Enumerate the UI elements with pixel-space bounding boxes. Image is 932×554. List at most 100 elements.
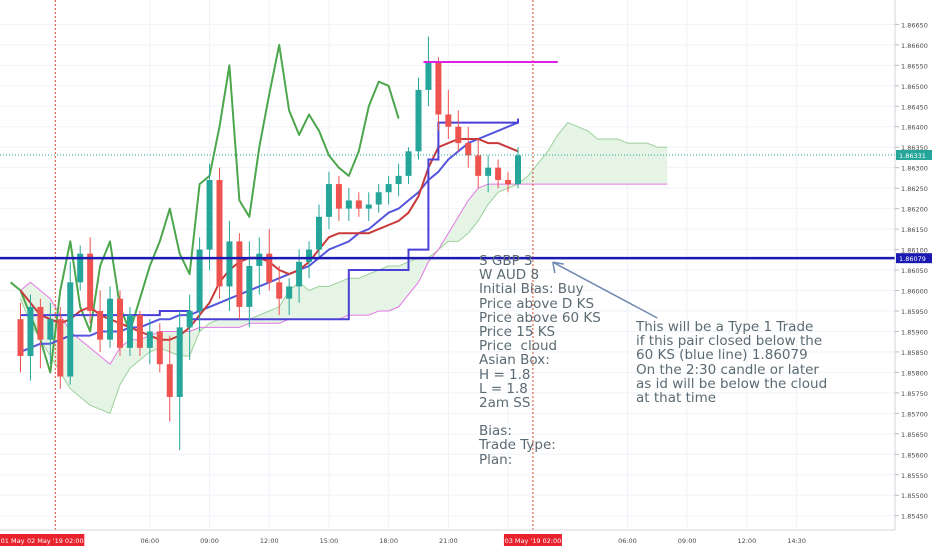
- level-price-label: 1.86079: [899, 255, 926, 263]
- candle-body: [345, 200, 352, 209]
- price-tick-label: 1.86450: [901, 103, 928, 111]
- candle-body: [136, 315, 143, 348]
- candle-body: [286, 286, 293, 299]
- candle-body: [107, 298, 114, 340]
- candle-body: [246, 265, 253, 307]
- candle-body: [216, 179, 223, 287]
- candle-body: [445, 114, 452, 127]
- candle-body: [67, 282, 74, 377]
- time-tick-label: 15:00: [320, 537, 339, 545]
- annotation-line: 60 KS (blue line) 1.86079: [636, 347, 808, 364]
- price-tick-label: 1.86400: [901, 124, 928, 132]
- checklist-line: H = 1.8: [479, 366, 531, 383]
- price-tick-label: 1.85650: [901, 431, 928, 439]
- candle-body: [206, 179, 213, 250]
- candle-body: [77, 253, 84, 283]
- candle-body: [355, 200, 362, 209]
- candle-body: [126, 315, 133, 348]
- price-tick-label: 1.85550: [901, 472, 928, 480]
- time-tick-label: 09:00: [678, 537, 697, 545]
- senkou-span-a-line: [20, 122, 668, 414]
- candle-body: [166, 364, 173, 397]
- time-tick-label: 21:00: [439, 537, 458, 545]
- price-tick-label: 1.85600: [901, 451, 928, 459]
- price-tick-label: 1.86350: [901, 144, 928, 152]
- price-tick-label: 1.85800: [901, 369, 928, 377]
- price-tick-label: 1.85950: [901, 308, 928, 316]
- candle-body: [27, 306, 34, 357]
- time-tick-label: 06:00: [140, 537, 159, 545]
- candle-body: [335, 184, 342, 209]
- price-tick-label: 1.85850: [901, 349, 928, 357]
- checklist-line: L = 1.8: [479, 380, 528, 397]
- checklist-line: Price above D KS: [479, 295, 595, 312]
- candle-body: [57, 319, 64, 377]
- candle-body: [276, 282, 283, 299]
- checklist-line: S GBP 3: [479, 253, 533, 269]
- checklist-line: Price 15 KS: [479, 323, 556, 340]
- trade-annotation: This will be a Type 1 Trade if this pair …: [636, 320, 827, 405]
- price-tick-label: 1.86550: [901, 62, 928, 70]
- kijun-sen-line: [20, 118, 519, 321]
- chikou-span-line: [9, 43, 400, 374]
- price-tick-label: 1.86050: [901, 267, 928, 275]
- candle-body: [415, 89, 422, 152]
- candle-body: [455, 126, 462, 144]
- price-tick-label: 1.86000: [901, 288, 928, 296]
- candle-body: [405, 151, 412, 176]
- annotation-arrow: [552, 261, 658, 319]
- candle-body: [306, 249, 313, 262]
- candle-body: [485, 167, 492, 176]
- checklist-line: Plan:: [479, 451, 513, 468]
- candle-body: [475, 155, 482, 176]
- candle-body: [37, 306, 44, 340]
- current-price-label: 1.86331: [899, 152, 926, 160]
- time-tick-label: 14:30: [787, 537, 806, 545]
- candle-body: [325, 184, 332, 217]
- annotation-arrow-head: [552, 261, 564, 274]
- time-tick-label: 18:00: [379, 537, 398, 545]
- checklist-line: Initial Bias: Buy: [479, 281, 584, 298]
- candle-body: [316, 216, 322, 250]
- annotation-line: as id will be below the cloud: [636, 375, 828, 392]
- checklist-line: Bias:: [479, 423, 512, 440]
- annotation-line: On the 2:30 candle or later: [636, 361, 819, 378]
- candle-body: [47, 319, 54, 340]
- price-tick-label: 1.85900: [901, 328, 928, 336]
- current-price-label-bg: [896, 149, 932, 160]
- price-tick-label: 1.86100: [901, 247, 928, 255]
- candle-body: [196, 249, 203, 311]
- annotation-line: if this pair closed below the: [636, 333, 823, 350]
- candle-body: [87, 253, 94, 311]
- price-tick-label: 1.86650: [901, 21, 928, 29]
- checklist-line: [479, 410, 601, 424]
- candle-body: [146, 331, 153, 348]
- time-axis-bg: [0, 530, 895, 550]
- candle-body: [495, 167, 502, 180]
- candle-body: [365, 204, 372, 209]
- candle-body: [395, 175, 402, 185]
- price-tick-label: 1.86200: [901, 206, 928, 214]
- checklist-line: W AUD 8: [479, 267, 540, 284]
- candle-body: [236, 241, 243, 307]
- candle-body: [17, 319, 24, 357]
- price-tick-label: 1.85500: [901, 492, 928, 500]
- candle-body: [266, 253, 273, 283]
- session-date-label-bg: [503, 534, 562, 546]
- time-tick-label: 12:00: [260, 537, 279, 545]
- price-tick-label: 1.86150: [901, 226, 928, 234]
- price-axis-bg: [895, 0, 932, 550]
- time-tick-label: 09:00: [200, 537, 219, 545]
- candle-body: [435, 61, 442, 115]
- candle-body: [156, 331, 163, 365]
- candle-body: [465, 143, 472, 156]
- time-tick-label: 12:00: [737, 537, 756, 545]
- candle-body: [226, 241, 233, 287]
- checklist-line: Asian Box:: [479, 352, 550, 369]
- price-tick-label: 1.86300: [901, 165, 928, 173]
- time-tick-label: 06:00: [618, 537, 637, 545]
- candle-body: [97, 310, 104, 340]
